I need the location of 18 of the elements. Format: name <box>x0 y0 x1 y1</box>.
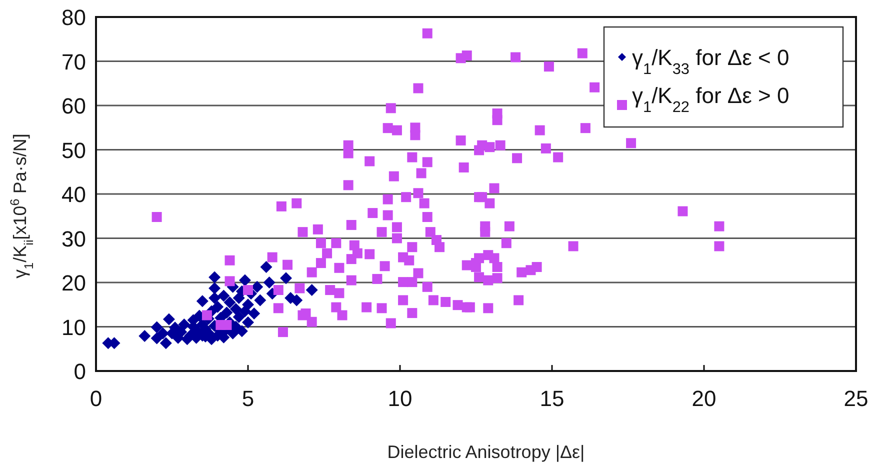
y-tick-label: 60 <box>62 94 86 118</box>
y-tick-label: 30 <box>62 226 86 252</box>
y-tick-label: 70 <box>62 49 86 74</box>
legend-label: γ$_{1}$/K$_{33}$ for Δε < 0 <box>632 45 790 78</box>
y-tick-label: 10 <box>62 314 86 340</box>
x-axis-title: Dielectric Anisotropy |Δε| <box>387 442 585 462</box>
y-tick-label: 80 <box>62 5 86 30</box>
x-tick-label: 10 <box>388 386 412 411</box>
x-tick-label: 5 <box>242 386 254 411</box>
x-tick-label: 20 <box>692 386 716 411</box>
y-tick-label: 0 <box>74 359 86 384</box>
x-tick-label: 25 <box>844 386 868 411</box>
y-tick-label: 40 <box>62 182 86 207</box>
x-tick-label: 15 <box>540 386 564 411</box>
x-tick-label: 0 <box>90 386 102 411</box>
legend-label: γ$_{1}$/K$_{22}$ for Δε > 0 <box>632 83 790 116</box>
y-tick-label: 50 <box>62 138 86 163</box>
y-tick-label: 20 <box>62 270 86 296</box>
